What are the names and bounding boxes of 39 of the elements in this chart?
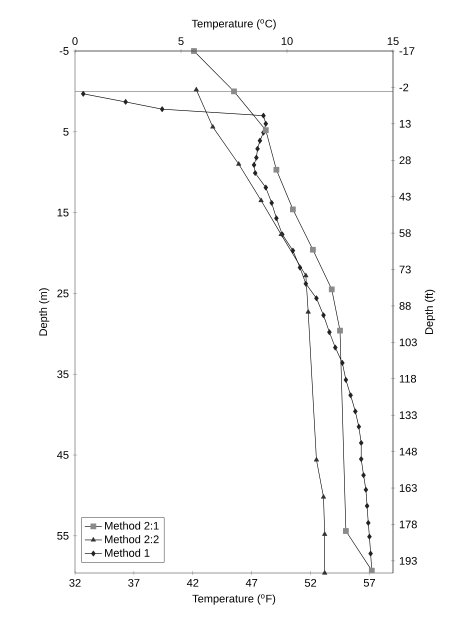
y2-tick-label: 148 [400,448,417,456]
x2-tick-label: 15 [388,37,399,46]
y2-tick-label: 133 [400,411,417,420]
y2-tick-label: 178 [400,520,417,528]
y2-tick-label: 103 [400,338,417,346]
x-tick-label: 42 [186,578,198,587]
x-tick-label: 32 [69,578,81,587]
y-tick-label: -5 [60,47,69,55]
y2-tick-label: 118 [400,374,416,383]
y2-tick-label: -2 [399,84,408,92]
y2-tick-label: 73 [400,266,411,274]
x2-tick-label: 0 [72,37,78,46]
y-tick-label: 35 [57,370,69,378]
x2-tick-label: 10 [282,37,293,46]
y2-tick-label: 88 [399,302,411,310]
legend-label: Method 2:2 [105,535,159,544]
y2-tick-label: 43 [399,192,411,201]
y-tick-label: 45 [57,451,69,459]
x-tick-label: 47 [246,579,258,587]
y-tick-label: 55 [57,532,69,540]
x-tick-label: 37 [128,578,140,587]
y-tick-label: 15 [58,208,69,216]
y-tick-label: 25 [57,290,69,298]
y2-axis-title: Depth (ft) [424,290,436,334]
x-tick-label: 52 [304,578,316,587]
y2-tick-label: 28 [400,156,411,164]
y-axis-title: Depth (m) [38,288,50,336]
legend-label: Method 2:1 [105,522,159,530]
legend-label: Method 1 [105,548,150,557]
y2-tick-label: 13 [400,120,411,128]
y-tick-label: 5 [63,128,69,136]
y2-tick-label: -17 [399,47,414,55]
y2-tick-label: 58 [399,229,411,237]
x-axis-title: Temperature ($^{o}$F) [192,594,276,605]
y2-tick-label: 163 [400,484,417,492]
x2-axis-title: Temperature ($^{o}$C) [192,19,276,30]
x2-tick-label: 5 [178,37,184,46]
x-tick-label: 57 [364,579,376,587]
y2-tick-label: 193 [400,556,417,565]
